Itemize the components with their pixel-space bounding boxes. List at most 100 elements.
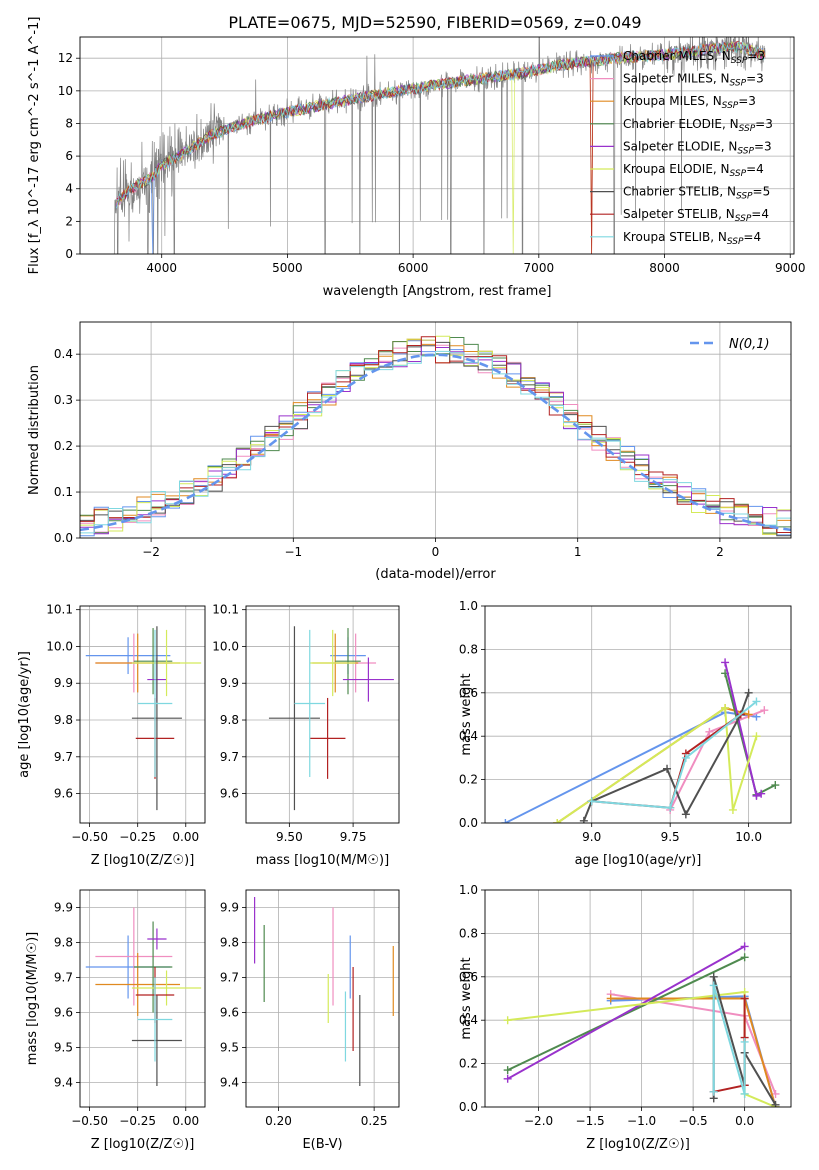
x-tick-label: 0.20 — [265, 1114, 292, 1128]
x-tick-label: 6000 — [398, 261, 429, 275]
data-point-marker — [740, 1037, 749, 1046]
legend-entry: N(0,1) — [729, 337, 770, 352]
y-tick-label: 9.9 — [220, 676, 239, 690]
x-tick-label: 1 — [574, 545, 582, 559]
y-tick-label: 10.0 — [46, 639, 73, 653]
errorbar-kroupa-stelib — [137, 977, 173, 1062]
data-point-marker — [503, 1066, 512, 1075]
data-point-marker — [721, 658, 730, 667]
y-tick-label: 0.6 — [459, 970, 478, 984]
plot-area — [85, 907, 202, 1086]
errorbar-chabrier-stelib — [131, 995, 182, 1086]
x-tick-label: −2 — [142, 545, 160, 559]
y-tick-label: 0.2 — [459, 773, 478, 787]
y-tick-label: 0.1 — [54, 485, 73, 499]
plot-area — [85, 626, 202, 811]
data-point-marker — [666, 803, 675, 812]
data-point-marker — [744, 710, 753, 719]
residual-histogram-panel: −2 −1 0 1 2 0.0 0.1 0.2 0.3 0.4 (data-model)/error… — [27, 321, 792, 582]
data-point-marker — [728, 805, 737, 814]
data-point-marker — [771, 781, 780, 790]
histogram-kroupa-stelib — [80, 350, 791, 534]
legend-model-name: Chabrier ELODIE — [623, 117, 722, 131]
legend-nssp: 5 — [763, 185, 771, 199]
y-tick-label: 9.8 — [54, 713, 73, 727]
errorbar-kroupa-stelib — [294, 629, 326, 778]
data-point-marker — [709, 981, 718, 990]
y-tick-label: 6 — [65, 149, 73, 163]
data-point-marker — [579, 816, 588, 823]
y-axis-label: mass [log10(M/M☉)] — [25, 932, 40, 1065]
series-line — [556, 706, 758, 823]
x-axis-label: Z [log10(Z/Z☉)] — [586, 1137, 690, 1152]
data-point-marker — [721, 703, 730, 712]
errorbar-kroupa-miles — [95, 953, 180, 1016]
x-tick-label: 10.0 — [735, 830, 762, 844]
legend-model-name: Kroupa MILES — [623, 94, 705, 108]
x-tick-label: 9.5 — [661, 830, 680, 844]
model-spectrum-salpeter-stelib — [116, 40, 766, 254]
data-point-marker — [709, 1087, 718, 1096]
y-tick-label: 4 — [65, 182, 73, 196]
spectrum-panel: 4000 5000 6000 7000 8000 9000 0 2 4 6 8 10 12 wavelen… — [27, 17, 806, 299]
y-axis-label: age [log10(age/yr)] — [17, 651, 32, 778]
y-tick-label: 0.2 — [459, 1057, 478, 1071]
axes-frame — [79, 36, 795, 255]
series-line — [591, 700, 758, 809]
histogram-legend: N(0,1) — [690, 337, 770, 352]
plot-area — [113, 37, 766, 254]
y-axis-label: mass weight — [459, 957, 474, 1039]
data-point-marker — [681, 753, 690, 762]
legend-model-name: Kroupa ELODIE — [623, 162, 713, 176]
y-tick-label: 9.7 — [54, 750, 73, 764]
y-tick-label: 9.6 — [54, 787, 73, 801]
y-tick-label: 9.5 — [220, 1041, 239, 1055]
data-point-marker — [757, 789, 766, 798]
x-tick-label: 9.75 — [340, 830, 367, 844]
legend-entry: Kroupa ELODIE, NSSP=4 — [623, 162, 764, 179]
y-tick-label: 9.9 — [220, 901, 239, 915]
x-tick-label: −0.25 — [119, 1114, 156, 1128]
y-tick-label: 9.8 — [220, 713, 239, 727]
errorbar-kroupa-stelib — [137, 629, 173, 778]
x-tick-label: 4000 — [146, 261, 177, 275]
legend-model-name: Salpeter ELODIE — [623, 139, 721, 153]
x-tick-label: 0.25 — [361, 1114, 388, 1128]
errorbar-chabrier-elodie — [133, 921, 173, 1013]
legend-entry: Kroupa MILES, NSSP=3 — [623, 94, 756, 111]
grid — [246, 890, 399, 1107]
mass-vs-metallicity-panel: −0.50 −0.25 0.00 9.4 9.5 9.6 9.7 9.8 9.9 Z [log10… — [25, 889, 206, 1152]
x-tick-label: −1 — [284, 545, 302, 559]
legend-entry: Chabrier STELIB, NSSP=5 — [623, 185, 770, 202]
data-point-marker — [606, 994, 615, 1003]
x-tick-label: 5000 — [272, 261, 303, 275]
x-tick-label: 0 — [432, 545, 440, 559]
legend-entry: Salpeter MILES, NSSP=3 — [623, 72, 764, 89]
y-tick-label: 9.7 — [220, 750, 239, 764]
data-point-marker — [740, 1089, 749, 1098]
series-kroupa-elodie — [553, 703, 761, 823]
errorbar-chabrier-stelib — [268, 626, 320, 811]
x-tick-label: 0.0 — [735, 1114, 754, 1128]
model-spectrum-kroupa-stelib — [116, 42, 766, 209]
plot-area — [268, 626, 394, 811]
errorbar-salpeter-elodie — [342, 657, 394, 702]
series-line — [507, 945, 746, 1080]
x-axis-label: Z [log10(Z/Z☉)] — [91, 853, 195, 868]
figure-title: PLATE=0675, MJD=52590, FIBERID=0569, z=0… — [228, 13, 641, 32]
legend-nssp: 4 — [753, 230, 761, 244]
legend-model-name: Kroupa STELIB — [623, 230, 710, 244]
axes-frame — [79, 321, 792, 539]
axes-frame — [245, 605, 400, 824]
y-tick-label: 0.0 — [459, 1100, 478, 1114]
series-salpeter-elodie — [721, 658, 766, 800]
errorbar-chabrier-miles — [85, 637, 171, 675]
histogram-salpeter-stelib — [80, 336, 791, 533]
x-axis-label: E(B-V) — [302, 1137, 342, 1152]
spectrum-legend: Chabrier MILES, NSSP=3 Salpeter MILES, NS… — [590, 49, 773, 247]
y-tick-label: 10.1 — [212, 603, 239, 617]
y-tick-label: 10.0 — [212, 639, 239, 653]
y-tick-label: 9.9 — [54, 676, 73, 690]
data-point-marker — [771, 1089, 780, 1098]
x-tick-label: −0.50 — [71, 1114, 108, 1128]
